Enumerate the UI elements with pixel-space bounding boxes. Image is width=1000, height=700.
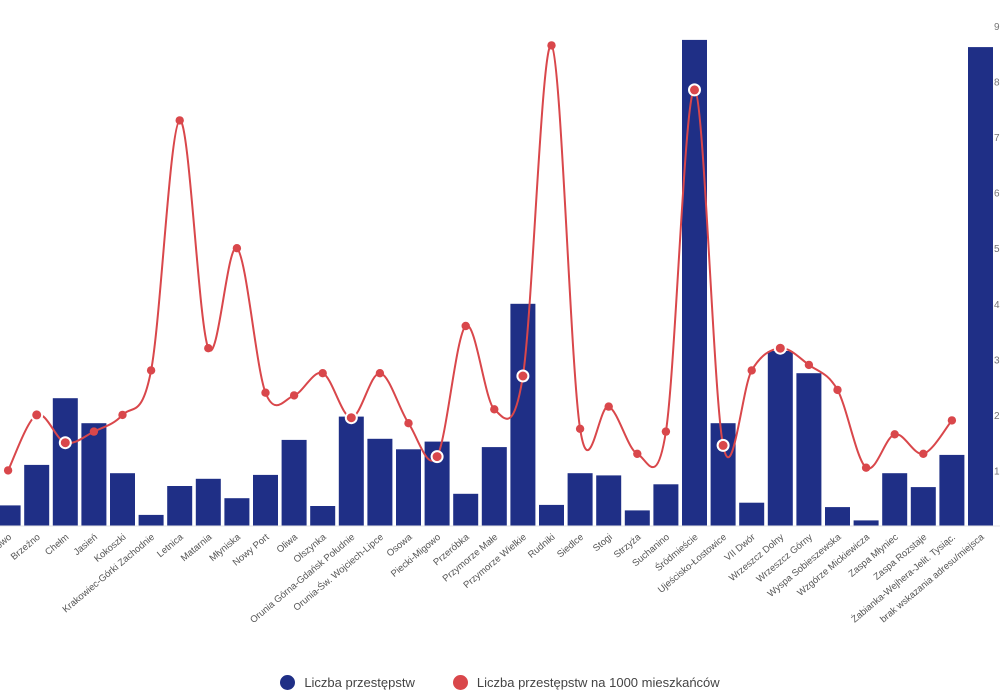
bar[interactable] bbox=[0, 505, 21, 526]
bar[interactable] bbox=[81, 423, 107, 526]
bar[interactable] bbox=[539, 504, 564, 526]
line-point[interactable] bbox=[118, 410, 127, 420]
bar[interactable] bbox=[767, 351, 793, 526]
line-point[interactable] bbox=[604, 402, 613, 411]
bar[interactable] bbox=[138, 514, 164, 526]
bar[interactable] bbox=[510, 303, 536, 526]
legend-item-line[interactable]: Liczba przestępstw na 1000 mieszkańców bbox=[452, 674, 720, 690]
legend-line-swatch bbox=[452, 674, 468, 690]
bar[interactable] bbox=[396, 449, 421, 526]
bar[interactable] bbox=[939, 454, 965, 526]
line-point[interactable] bbox=[490, 405, 499, 414]
x-tick-label: Stogi bbox=[591, 532, 615, 554]
bar[interactable] bbox=[453, 493, 479, 526]
line-point[interactable] bbox=[430, 450, 444, 464]
legend-line-label: Liczba przestępstw na 1000 mieszkańców bbox=[476, 674, 720, 690]
line-point[interactable] bbox=[204, 344, 213, 353]
bar[interactable] bbox=[853, 520, 879, 526]
x-tick-label: Brzeźno bbox=[9, 532, 43, 563]
right-axis-tick: 1 bbox=[994, 466, 1000, 477]
line-point[interactable] bbox=[146, 366, 156, 375]
line-point[interactable] bbox=[890, 430, 899, 439]
right-axis-tick: 5 bbox=[994, 244, 1000, 255]
line-point[interactable] bbox=[919, 449, 928, 458]
x-tick-label: owo bbox=[0, 532, 14, 552]
right-axis-tick: 4 bbox=[994, 300, 1000, 311]
line-point[interactable] bbox=[89, 427, 99, 436]
bar[interactable] bbox=[739, 502, 765, 526]
line-point[interactable] bbox=[633, 449, 642, 458]
legend: Liczba przestępstw Liczba przestępstw na… bbox=[0, 671, 1000, 693]
line-point[interactable] bbox=[261, 388, 270, 397]
line-point[interactable] bbox=[747, 366, 756, 375]
bar[interactable] bbox=[910, 487, 936, 526]
legend-bar-swatch bbox=[280, 674, 296, 690]
line-point[interactable] bbox=[30, 408, 44, 422]
legend-item-bars[interactable]: Liczba przestępstw bbox=[280, 674, 415, 690]
line-point[interactable] bbox=[461, 321, 470, 331]
x-tick-label: Rudniki bbox=[526, 532, 557, 561]
line-point[interactable] bbox=[716, 438, 730, 452]
line-point[interactable] bbox=[688, 83, 701, 97]
line-point[interactable] bbox=[375, 369, 385, 378]
bar[interactable] bbox=[52, 398, 78, 526]
bar[interactable] bbox=[167, 486, 193, 526]
bar[interactable] bbox=[710, 423, 736, 526]
line-point[interactable] bbox=[289, 391, 299, 400]
x-tick-label: Żabianka-Wejhera-Jelit. Tysiąc. bbox=[849, 532, 957, 625]
x-tick-label: Siedlce bbox=[555, 532, 586, 560]
line-point[interactable] bbox=[661, 427, 671, 436]
bar[interactable] bbox=[310, 506, 336, 526]
bar[interactable] bbox=[653, 484, 679, 526]
line-point[interactable] bbox=[773, 341, 787, 355]
line-point[interactable] bbox=[804, 360, 814, 370]
right-axis-tick: 9 bbox=[994, 22, 1000, 33]
bar[interactable] bbox=[968, 47, 993, 526]
bar[interactable] bbox=[338, 416, 364, 526]
bar[interactable] bbox=[253, 474, 278, 526]
line-point[interactable] bbox=[404, 419, 413, 428]
bar[interactable] bbox=[195, 478, 221, 526]
bar[interactable] bbox=[682, 39, 707, 527]
line-point[interactable] bbox=[547, 41, 556, 50]
line-series bbox=[3, 41, 957, 475]
right-axis-tick: 8 bbox=[994, 78, 1000, 89]
line-point[interactable] bbox=[861, 463, 871, 472]
bar[interactable] bbox=[281, 439, 307, 526]
bar[interactable] bbox=[796, 373, 822, 526]
line-point[interactable] bbox=[3, 466, 13, 475]
bar[interactable] bbox=[367, 438, 393, 526]
line-point[interactable] bbox=[175, 116, 184, 125]
x-tick-label: Chełm bbox=[43, 532, 71, 558]
right-axis: 1 2 3 4 5 6 7 8 9 bbox=[994, 22, 1000, 477]
bar[interactable] bbox=[624, 510, 650, 526]
bar[interactable] bbox=[882, 473, 908, 526]
line-point[interactable] bbox=[516, 369, 530, 383]
bar[interactable] bbox=[224, 498, 250, 526]
line-point[interactable] bbox=[575, 424, 585, 433]
bar[interactable] bbox=[567, 473, 593, 526]
bar[interactable] bbox=[110, 473, 135, 526]
right-axis-tick: 6 bbox=[994, 189, 1000, 200]
bar-series bbox=[0, 39, 993, 527]
right-axis-tick: 2 bbox=[994, 411, 1000, 422]
bar[interactable] bbox=[596, 475, 622, 526]
right-axis-tick: 3 bbox=[994, 355, 1000, 366]
bar[interactable] bbox=[24, 464, 50, 526]
line-point[interactable] bbox=[232, 244, 242, 253]
bar[interactable] bbox=[825, 507, 850, 526]
line-point[interactable] bbox=[947, 416, 957, 425]
line-point[interactable] bbox=[833, 385, 842, 395]
bar[interactable] bbox=[481, 447, 507, 526]
right-axis-tick: 7 bbox=[994, 133, 1000, 144]
line-point[interactable] bbox=[58, 436, 72, 450]
line-point[interactable] bbox=[344, 411, 358, 425]
line-point[interactable] bbox=[318, 369, 327, 378]
legend-bar-label: Liczba przestępstw bbox=[304, 674, 415, 690]
